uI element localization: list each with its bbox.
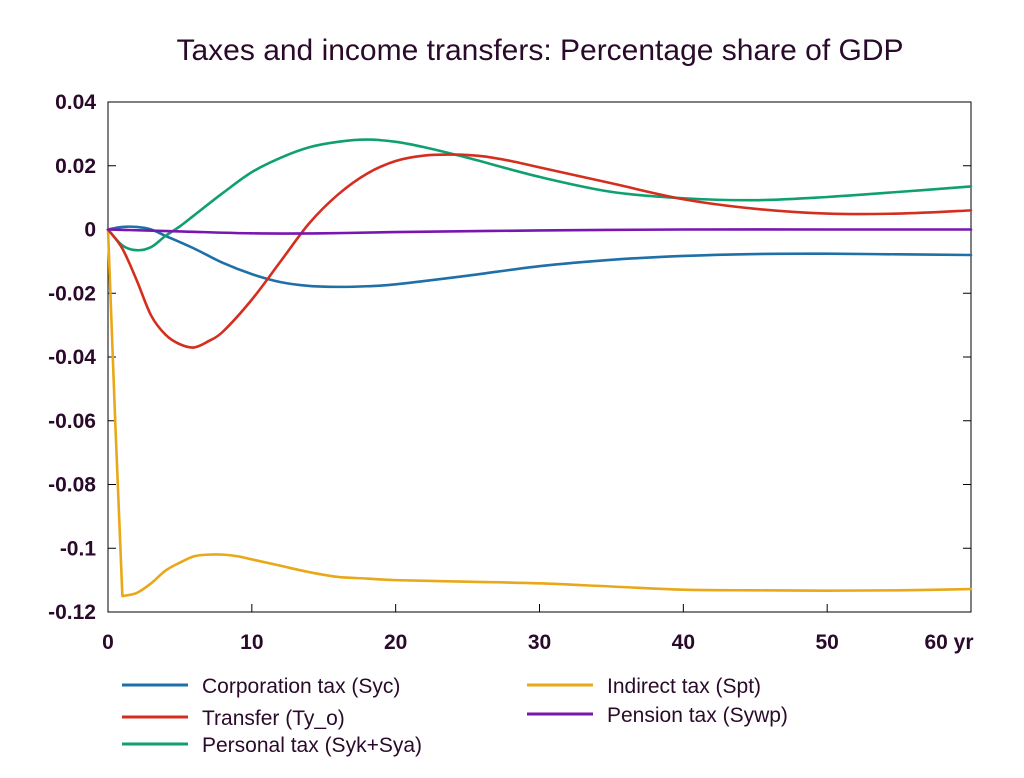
y-tick-label: 0.02: [55, 155, 96, 178]
x-tick-label: 40: [672, 631, 695, 654]
chart-title: Taxes and income transfers: Percentage s…: [176, 34, 903, 67]
legend-label: Personal tax (Syk+Sya): [202, 734, 422, 757]
series-line-4: [106, 228, 973, 235]
series-line-3: [106, 228, 973, 598]
x-tick-label: 20: [384, 631, 407, 654]
x-tick-label: 30: [528, 631, 551, 654]
x-tick-label: 0: [102, 631, 114, 654]
y-axis: 0.04 0.02 0 -0.02 -0.04 -0.06 -0.08 -0.1 -0.12: [48, 91, 971, 624]
legend-label: Pension tax (Sywp): [607, 704, 788, 727]
legend-item: Indirect tax (Spt): [527, 675, 761, 698]
series-layer: [106, 138, 973, 598]
series-line-0: [106, 225, 973, 289]
series-line-2: [106, 138, 973, 252]
y-tick-label: -0.04: [48, 346, 96, 369]
y-tick-label: 0.04: [55, 91, 96, 114]
x-tick-label: 60 yr: [924, 631, 973, 654]
legend-label: Indirect tax (Spt): [607, 675, 761, 698]
y-tick-label: -0.06: [48, 410, 96, 433]
plot-frame: [107, 101, 972, 613]
legend-item: Corporation tax (Syc): [122, 675, 400, 698]
legend-label: Transfer (Ty_o): [202, 707, 345, 730]
y-tick-label: -0.1: [60, 537, 97, 560]
x-tick-label: 10: [240, 631, 263, 654]
y-tick-label: 0: [84, 219, 96, 242]
legend-item: Transfer (Ty_o): [122, 707, 345, 730]
legend: Corporation tax (Syc) Indirect tax (Spt) T…: [122, 675, 788, 757]
legend-label: Corporation tax (Syc): [202, 675, 400, 698]
series-line-1: [106, 153, 973, 349]
x-axis: 0 10 20 30 40 50 60 yr: [102, 604, 974, 654]
legend-item: Pension tax (Sywp): [527, 704, 788, 727]
x-tick-label: 50: [815, 631, 838, 654]
y-tick-label: -0.02: [48, 282, 96, 305]
legend-item: Personal tax (Syk+Sya): [122, 734, 422, 757]
y-tick-label: -0.08: [48, 474, 96, 497]
y-tick-label: -0.12: [48, 601, 96, 624]
